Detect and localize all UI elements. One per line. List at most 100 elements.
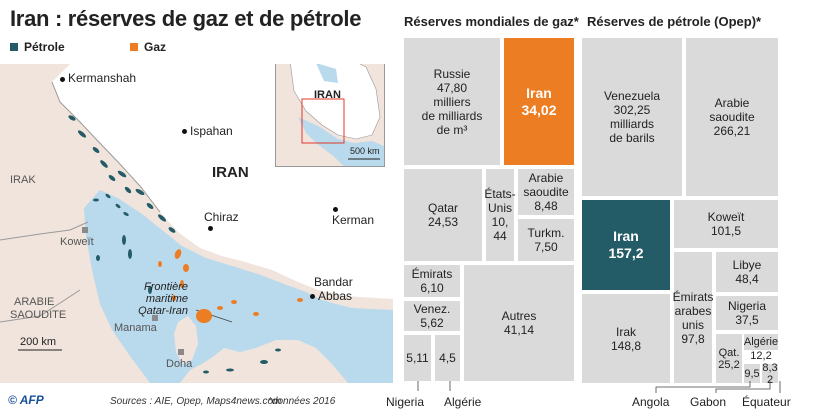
map-label-arabie-2: SAOUDITE xyxy=(10,309,67,321)
map-label-irak: IRAK xyxy=(10,174,36,186)
map-label-frontiere-2: maritime xyxy=(145,293,188,305)
gas-russie-value: 47,80 xyxy=(436,80,468,95)
city-dot-kerman xyxy=(333,207,338,212)
oil-algerie-value-cell: 12,2 xyxy=(744,350,778,362)
gas-emirats-name: Émirats xyxy=(411,267,453,281)
gas-etats-unis-value: 10, 44 xyxy=(491,215,509,243)
oil-tile-emirats: Émirats arabes unis 97,8 xyxy=(672,252,714,383)
oil-tile-algerie: Algérie xyxy=(744,334,778,350)
map-label-frontiere-3: Qatar-Iran xyxy=(138,305,188,317)
oil-leader-lines xyxy=(655,381,781,393)
gas-algerie-value: 4,5 xyxy=(439,351,456,365)
oil-angola-value: 9,5 xyxy=(744,367,760,380)
gas-chart-title: Réserves mondiales de gaz* xyxy=(404,14,579,29)
legend-label-oil: Pétrole xyxy=(24,40,65,54)
gas-venez-value: 5,62 xyxy=(420,316,444,330)
city-dot-kermanshah xyxy=(60,77,65,82)
inset-scale-label: 500 km xyxy=(350,146,380,156)
gas-russie-unit-2: de milliards xyxy=(421,108,483,123)
map-label-manama: Manama xyxy=(114,322,157,334)
data-note: *données 2016 xyxy=(268,396,336,407)
oil-venezuela-unit-2: de barils xyxy=(609,131,655,145)
gas-tile-arabie: Arabie saoudite 8,48 xyxy=(518,169,574,215)
oil-venezuela-unit-1: milliards xyxy=(609,117,654,131)
oil-venezuela-value: 302,25 xyxy=(613,103,651,117)
oil-tile-koweit: Koweït 101,5 xyxy=(674,200,778,248)
city-dot-ispahan xyxy=(182,129,187,134)
legend-label-gas: Gaz xyxy=(144,40,167,54)
gas-external-nigeria: Nigeria xyxy=(386,395,425,409)
gas-qatar-value: 24,53 xyxy=(427,215,459,229)
oil-koweit-name: Koweït xyxy=(707,210,745,224)
oil-tile-iran: Iran 157,2 xyxy=(582,200,670,290)
gas-treemap: Russie 47,80 milliers de milliards de m³… xyxy=(404,38,576,383)
map-label-arabie-1: ARABIE xyxy=(14,296,55,308)
city-dot-bandar-abbas xyxy=(310,294,315,299)
afp-logo: © AFP xyxy=(8,393,44,407)
oil-nigeria-name: Nigeria xyxy=(727,299,766,313)
page-title: Iran : réserves de gaz et de pétrole xyxy=(10,6,362,31)
oil-qatar-value: 25,2 xyxy=(718,358,740,371)
legend-item-oil: Pétrole xyxy=(10,40,65,54)
gas-venez-name: Venez. xyxy=(413,302,451,316)
oil-equateur-value: 8,3 xyxy=(762,361,778,374)
gas-turkm-name: Turkm. xyxy=(527,226,565,240)
oil-nigeria-value: 37,5 xyxy=(735,313,759,327)
gas-autres-value: 41,14 xyxy=(503,323,535,337)
oil-gabon-value: 2 xyxy=(766,373,774,386)
oil-tile-qatar: Qat. 25,2 xyxy=(716,334,742,383)
oil-algerie-name: Algérie xyxy=(743,336,779,348)
oil-emirats-name-1: Émirats xyxy=(672,289,714,304)
oil-venezuela-name: Venezuela xyxy=(603,89,661,103)
gas-tile-algerie: 4,5 xyxy=(435,335,460,381)
gas-arabie-name-2: saoudite xyxy=(523,185,569,199)
gas-etats-unis-name-2: Unis xyxy=(487,201,512,215)
oil-arabie-value: 266,21 xyxy=(713,124,751,138)
gas-tile-emirats: Émirats 6,10 xyxy=(404,265,460,297)
gas-tile-turkm: Turkm. 7,50 xyxy=(518,219,574,261)
map-label-frontiere-1: Frontière xyxy=(143,281,188,293)
oil-libye-value: 48,4 xyxy=(735,272,759,286)
inset-map: IRAN 500 km xyxy=(275,64,385,167)
gas-qatar-name: Qatar xyxy=(427,201,458,215)
gas-iran-name: Iran xyxy=(526,84,552,101)
gas-leader-lines xyxy=(417,381,451,391)
map-label-iran: IRAN xyxy=(212,164,249,181)
legend-item-gas: Gaz xyxy=(130,40,166,54)
gas-russie-unit-3: de m³ xyxy=(436,122,468,137)
city-square-manama xyxy=(152,315,158,321)
map-label-kerman: Kerman xyxy=(332,213,375,227)
oil-treemap: Venezuela 302,25 milliards de barils Ara… xyxy=(582,38,778,386)
map-label-bandar-1: Bandar xyxy=(314,275,353,289)
inset-iran-label: IRAN xyxy=(314,89,341,101)
map-label-bandar-2: Abbas xyxy=(318,289,353,303)
gas-etats-unis-name-1: États- xyxy=(484,187,516,201)
oil-libye-name: Libye xyxy=(732,258,762,272)
gas-turkm-value: 7,50 xyxy=(534,240,558,254)
oil-swatch xyxy=(10,43,18,51)
city-square-doha xyxy=(178,349,184,355)
gas-tile-venez: Venez. 5,62 xyxy=(404,301,460,331)
oil-koweit-value: 101,5 xyxy=(710,224,742,238)
gas-iran-value: 34,02 xyxy=(521,101,557,118)
map-scale-label: 200 km xyxy=(20,336,57,348)
oil-tile-venezuela: Venezuela 302,25 milliards de barils xyxy=(582,38,682,196)
gas-nigeria-value: 5,11 xyxy=(406,351,429,365)
gas-tile-russie: Russie 47,80 milliers de milliards de m³ xyxy=(404,38,500,165)
oil-irak-name: Irak xyxy=(615,324,636,339)
oil-chart-title: Réserves de pétrole (Opep)* xyxy=(587,14,762,29)
gas-swatch xyxy=(130,43,138,51)
oil-emirats-name-2: arabes xyxy=(674,303,712,318)
oil-emirats-name-3: unis xyxy=(681,317,704,332)
inset-graphic xyxy=(276,64,384,166)
gas-tile-qatar: Qatar 24,53 xyxy=(404,169,482,261)
gas-russie-unit-1: milliers xyxy=(433,94,471,109)
map-label-chiraz: Chiraz xyxy=(204,210,239,224)
gas-tile-etats-unis: États- Unis 10, 44 xyxy=(484,169,516,261)
map-label-koweit: Koweït xyxy=(60,236,94,248)
gas-tile-iran: Iran 34,02 xyxy=(504,38,574,165)
oil-tile-irak: Irak 148,8 xyxy=(582,294,670,383)
oil-algerie-value: 12,2 xyxy=(750,350,772,362)
oil-external-angola: Angola xyxy=(632,395,670,409)
oil-tile-nigeria: Nigeria 37,5 xyxy=(716,296,778,330)
